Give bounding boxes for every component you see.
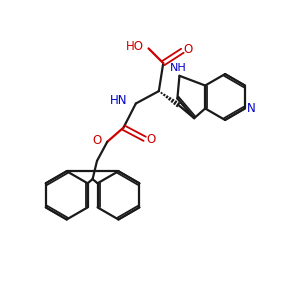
Text: HN: HN (110, 94, 127, 107)
Text: NH: NH (169, 63, 186, 73)
Text: O: O (92, 134, 101, 147)
Text: O: O (184, 43, 193, 56)
Text: HO: HO (126, 40, 144, 53)
Text: O: O (147, 134, 156, 146)
Text: N: N (247, 102, 256, 115)
